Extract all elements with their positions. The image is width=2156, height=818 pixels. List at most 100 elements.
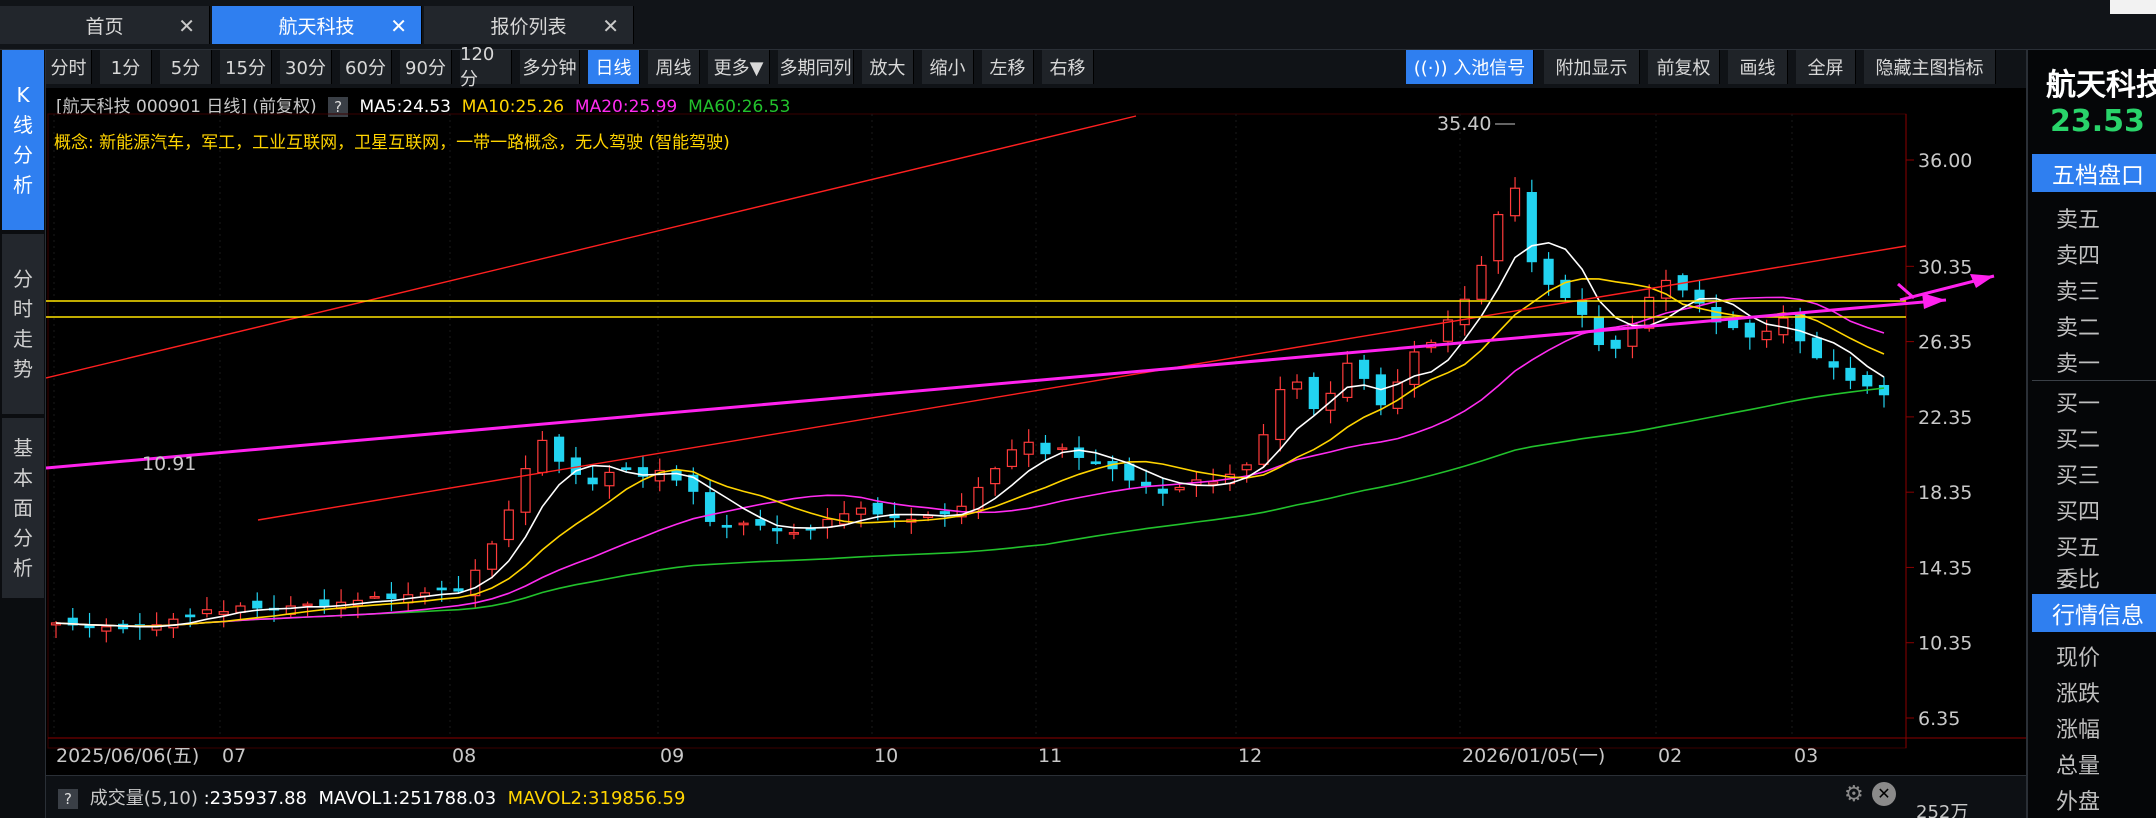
nav-char: 基 [13,436,33,460]
nav-intraday-trend[interactable]: 分时走势 [2,234,44,414]
toolbar-button[interactable]: 日线 [588,50,640,84]
date-tick-label: 11 [1038,745,1062,767]
candle-body [1073,447,1085,458]
candle-body [168,618,179,629]
candle-body [1342,362,1353,399]
buy-level-label: 买三 [2056,464,2101,489]
toolbar-button[interactable]: 30分 [280,50,332,84]
candle-body [1241,464,1252,471]
price-tick-label: 26.35 [1918,332,1972,354]
quote-field-label: 总量 [2056,754,2101,779]
candle-body [1878,384,1890,396]
settings-icon[interactable]: ⚙ [1844,782,1864,807]
toolbar-button[interactable]: 右移 [1042,50,1094,84]
order-ratio-label: 委比 [2056,568,2101,593]
date-tick-label: 10 [874,745,898,767]
nav-char: 线 [13,113,33,137]
close-icon[interactable]: ✕ [390,14,407,38]
candle-body [470,569,481,597]
toolbar-button[interactable]: 60分 [340,50,392,84]
help-icon[interactable]: ? [58,789,78,809]
date-tick-label: 2025/06/06(五) [56,745,199,767]
tab-label: 首页 [85,15,124,38]
candle-body [1711,307,1722,323]
forecast-arrow [1897,282,1915,300]
candle-body [218,611,229,615]
sell-level-label: 卖五 [2056,208,2101,233]
toolbar-button[interactable]: 左移 [982,50,1034,84]
close-icon[interactable]: ✕ [602,14,619,38]
toolbar-button[interactable]: 分时 [46,50,92,84]
help-icon[interactable]: ? [328,97,349,117]
toolbar-button[interactable]: 全屏 [1796,50,1856,84]
candle-body [1811,337,1823,359]
candle-body [772,528,783,532]
concept-line: 概念: 新能源汽车，军工，工业互联网，卫星互联网，一带一路概念，无人驾驶 (智能… [54,133,730,153]
toolbar-button[interactable]: 多期同列 [778,50,854,84]
arrow-head-icon [1970,274,1994,288]
candle-body [1644,296,1655,329]
candle-body [554,436,565,462]
close-icon[interactable]: ✕ [1872,782,1896,806]
nav-char: 分 [13,267,33,291]
price-tick-label: 30.35 [1918,256,1972,278]
toolbar-button[interactable]: 周线 [648,50,700,84]
signal-pool-button[interactable]: ((·)) 入池信号 [1406,50,1534,84]
close-icon[interactable]: ✕ [178,14,195,38]
candle-body [1744,322,1755,338]
candle-body [1845,367,1856,381]
candle-body [1291,381,1303,390]
nav-char: 本 [13,466,33,490]
nav-char: 析 [13,556,33,580]
candle-body [1057,447,1068,451]
candle-body [1140,481,1152,487]
quote-field-label: 涨幅 [2056,718,2101,743]
toolbar-button[interactable]: 5分 [160,50,212,84]
low-price-label: 10.91 [142,453,196,475]
stock-name: 航天科技 [2046,68,2156,103]
sell-level-label: 卖四 [2056,244,2101,269]
toolbar-button[interactable]: 多分钟 [520,50,580,84]
tab-home[interactable]: 首页 ✕ [0,6,210,44]
candle-body [486,543,498,570]
nav-fundamental-analysis[interactable]: 基本面分析 [2,418,44,598]
mavol1-value: MAVOL1:251788.03 [318,788,497,809]
tab-quote-list[interactable]: 报价列表 ✕ [424,6,634,44]
market-info-header[interactable]: 行情信息 [2032,594,2156,632]
date-tick-label: 02 [1658,745,1682,767]
toolbar-button[interactable]: 隐藏主图指标 [1864,50,1996,84]
candle-body [654,469,665,482]
toolbar-button[interactable]: 附加显示 [1544,50,1640,84]
chart-canvas[interactable]: 36.00 30.35 26.35 22.35 18.35 14.35 10.35 6.35 2… [46,88,2026,768]
toolbar-button[interactable]: 90分 [400,50,452,84]
toolbar-button[interactable]: 1分 [100,50,152,84]
kline-chart[interactable]: [航天科技 000901 日线] (前复权) ? MA5:24.53 MA10:… [46,88,2026,768]
toolbar-button[interactable]: 前复权 [1648,50,1720,84]
price-tick-label: 22.35 [1918,407,1972,429]
candle-body [436,587,447,591]
date-tick-label: 12 [1238,745,1262,767]
toolbar-button[interactable]: 缩小 [922,50,974,84]
date-tick-label: 09 [660,745,684,767]
candle-body [839,513,850,525]
candle-body [855,507,867,515]
candle-body [1359,359,1370,379]
channel-upper-line [46,115,1137,379]
toolbar-button[interactable]: 更多▼ [708,50,770,84]
order-book-header[interactable]: 五档盘口 [2032,154,2156,192]
toolbar-button[interactable]: 120分 [460,44,512,90]
toolbar-button[interactable]: 15分 [220,50,272,84]
trend-line [46,298,1947,470]
candle-body [788,532,800,535]
ma20-line [55,296,1885,627]
window-corner [2110,0,2156,14]
toolbar-button[interactable]: 画线 [1728,50,1788,84]
candle-body [1392,381,1403,409]
candle-body [755,519,766,526]
period-toolbar: 分时 1分 5分 15分 30分 60分 90分 120分 多分钟 日线 周线 更多▼ 多期同列 放大 缩小… [46,44,2026,90]
tab-stock[interactable]: 航天科技 ✕ [212,6,422,44]
toolbar-button[interactable]: 放大 [862,50,914,84]
